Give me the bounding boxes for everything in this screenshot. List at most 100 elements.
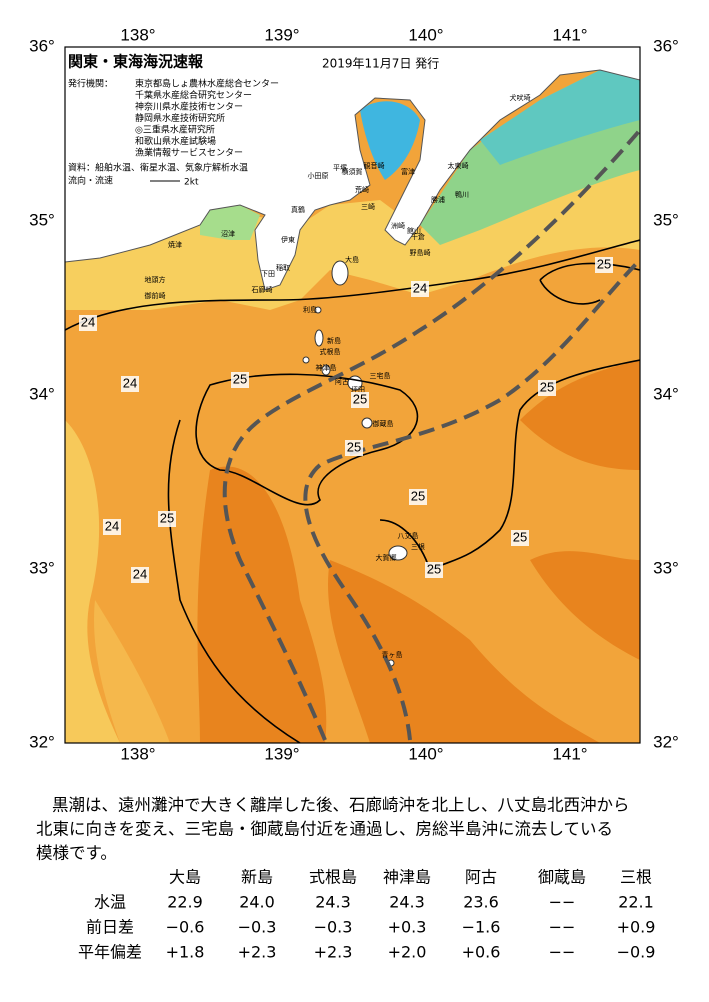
place-name: 伊東: [281, 235, 295, 244]
issue-date: 2019年11月7日 発行: [322, 57, 439, 71]
lon-label: 138°: [120, 25, 155, 44]
lon-label: 138°: [120, 744, 155, 763]
place-name: 新島: [327, 336, 341, 345]
place-name: 御前崎: [145, 291, 166, 300]
contour-label: 24: [81, 314, 95, 329]
place-name: 三根: [411, 542, 425, 551]
issuer: 東京都島しょ農林水産総合センター: [135, 78, 279, 90]
lon-label: 139°: [264, 25, 299, 44]
place-name: 坪田: [351, 386, 365, 394]
contour-label: 24: [133, 566, 147, 581]
contour-label: 25: [233, 371, 247, 386]
lat-label: 33°: [653, 558, 679, 577]
place-name: 稲取: [276, 263, 290, 272]
contour-label-bg: [79, 315, 97, 331]
cell: −−: [549, 918, 576, 937]
island: [388, 545, 408, 561]
column-header: 三根: [620, 868, 652, 887]
cell: −0.3: [238, 918, 277, 937]
lat-label: 34°: [653, 384, 679, 403]
sea-hot: [520, 360, 640, 470]
contour-label: 25: [540, 379, 554, 394]
islands: [302, 260, 408, 667]
island: [314, 306, 322, 314]
issuer: 静岡県水産技術研究所: [135, 112, 225, 124]
column-header: 御蔵島: [538, 868, 586, 887]
kuroshio-axis: [222, 128, 640, 741]
cell: −−: [549, 893, 576, 912]
place-name: 小田原: [308, 171, 329, 180]
contour-label-bg: [595, 257, 613, 273]
column-header: 大島: [169, 868, 201, 887]
cell: +0.3: [388, 918, 427, 937]
sea-colder: [480, 60, 640, 165]
lon-label: 141°: [552, 744, 587, 763]
place-name: 洲崎: [391, 221, 405, 230]
place-name: 大賀郷: [376, 553, 397, 562]
issuer: 神奈川県水産技術センター: [135, 101, 243, 113]
contour-label-bg: [425, 562, 443, 578]
row-label: 平年偏差: [78, 943, 142, 962]
legend-label: 流向・流速: [68, 175, 113, 187]
place-name: 平塚: [333, 163, 347, 172]
place-name: 下田: [261, 270, 275, 278]
place-name: 三宅島: [370, 371, 391, 380]
summary-line: 黒潮は、遠州灘沖で大きく離岸した後、石廊崎沖を北上し、八丈島北西沖から: [52, 796, 630, 815]
lon-label: 141°: [552, 25, 587, 44]
contour-label-bg: [158, 511, 176, 527]
contour-label-bg: [231, 372, 249, 388]
cell: 24.3: [315, 893, 351, 912]
contour-label: 25: [597, 256, 611, 271]
map-title: 関東・東海海況速報: [68, 53, 204, 71]
lat-label: 35°: [653, 210, 679, 229]
contour-label: 24: [413, 280, 427, 295]
contour-label: 25: [160, 510, 174, 525]
contour-label: 25: [513, 529, 527, 544]
place-name: 千倉: [411, 232, 425, 241]
isotherm: [539, 262, 640, 305]
place-name: 沼津: [221, 229, 235, 238]
island: [314, 329, 324, 347]
place-name: 御蔵島: [373, 419, 394, 428]
place-name: 富津: [401, 167, 415, 176]
island: [321, 364, 331, 376]
cell: −0.6: [166, 918, 205, 937]
issuer: 千葉県水産総合研究センター: [135, 89, 252, 101]
place-name: 神津島: [316, 363, 337, 372]
cell: +2.3: [238, 943, 277, 962]
issuer: ◎三重県水産研究所: [135, 124, 215, 136]
column-header: 神津島: [383, 868, 431, 887]
sea-hot: [530, 551, 640, 660]
tokyo-bay: [360, 101, 420, 180]
place-name: 横須賀: [342, 167, 363, 176]
lat-label: 35°: [29, 210, 55, 229]
place-name: 館山: [407, 226, 421, 235]
contour-label: 24: [105, 518, 119, 533]
lon-label: 140°: [408, 25, 443, 44]
lat-label: 36°: [653, 36, 679, 55]
place-name: 利島: [303, 305, 317, 314]
place-name: 太東崎: [448, 161, 469, 170]
cell: +1.8: [166, 943, 205, 962]
place-name: 石廊崎: [252, 285, 273, 294]
place-name: 鴨川: [455, 190, 469, 199]
lat-label: 36°: [29, 36, 55, 55]
sea-hot: [328, 560, 600, 743]
issuer: 漁業情報サービスセンター: [135, 147, 243, 159]
cell: +0.6: [462, 943, 501, 962]
contour-label: 25: [427, 561, 441, 576]
island: [331, 260, 349, 286]
lat-label: 32°: [653, 732, 679, 751]
place-name: 式根島: [320, 347, 341, 356]
sea-cool-west: [65, 420, 120, 743]
summary-line: 模様です。: [36, 844, 117, 863]
column-header: 式根島: [309, 868, 357, 887]
contour-label: 25: [347, 439, 361, 454]
cell: 24.0: [239, 893, 275, 912]
place-name: 観音崎: [364, 161, 385, 170]
cell: +2.3: [314, 943, 353, 962]
sources: 資料：船舶水温、衛星水温、気象庁解析水温: [68, 162, 248, 174]
sea-band: [94, 600, 170, 743]
